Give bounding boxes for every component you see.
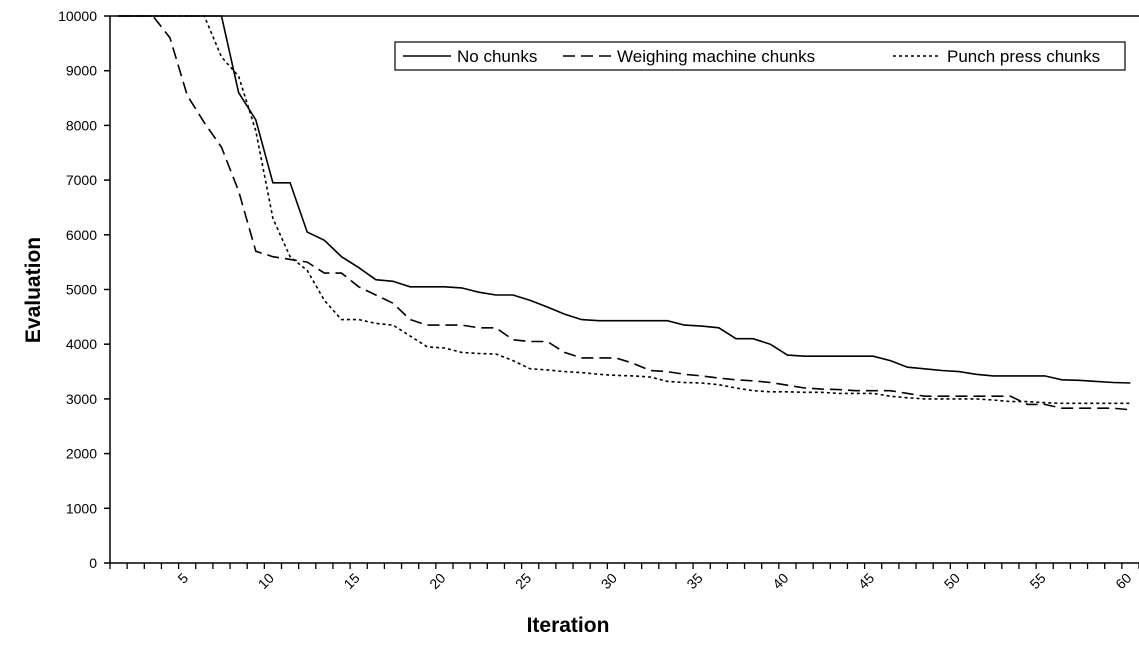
x-tick-label: 25 [512,570,534,592]
x-tick-label: 45 [855,570,877,592]
y-tick-label: 3000 [66,391,97,407]
y-tick-label: 1000 [66,500,97,516]
legend-box [394,41,1126,71]
x-tick-label: 55 [1026,570,1048,592]
x-tick-label: 35 [683,570,705,592]
y-tick-label: 6000 [66,227,97,243]
x-tick-label: 40 [769,570,791,592]
plot-area [118,15,1131,411]
x-axis-title: Iteration [527,614,610,637]
y-tick-label: 10000 [58,8,97,24]
y-axis-title: Evaluation [22,237,45,343]
legend-label: Punch press chunks [947,47,1100,66]
x-tick-label: 10 [255,570,277,592]
y-tick-label: 2000 [66,446,97,462]
x-tick-label: 20 [426,570,448,592]
series-line [118,15,1131,384]
y-tick-label: 9000 [66,63,97,79]
x-tick-label: 15 [340,570,362,592]
x-tick-label: 50 [941,570,963,592]
y-tick-label: 4000 [66,336,97,352]
legend-label: Weighing machine chunks [617,47,815,66]
y-tick-label: 7000 [66,172,97,188]
x-tick-label: 60 [1112,570,1134,592]
x-tick-label: 5 [174,570,191,587]
y-tick-label: 0 [89,555,97,571]
y-tick-label: 5000 [66,282,97,298]
legend-label: No chunks [457,47,537,66]
series-line [118,15,1131,405]
legend: No chunks Weighing machine chunks Punch pr… [394,41,1126,71]
series-line [118,15,1131,411]
y-tick-label: 8000 [66,117,97,133]
x-tick-label: 30 [598,570,620,592]
